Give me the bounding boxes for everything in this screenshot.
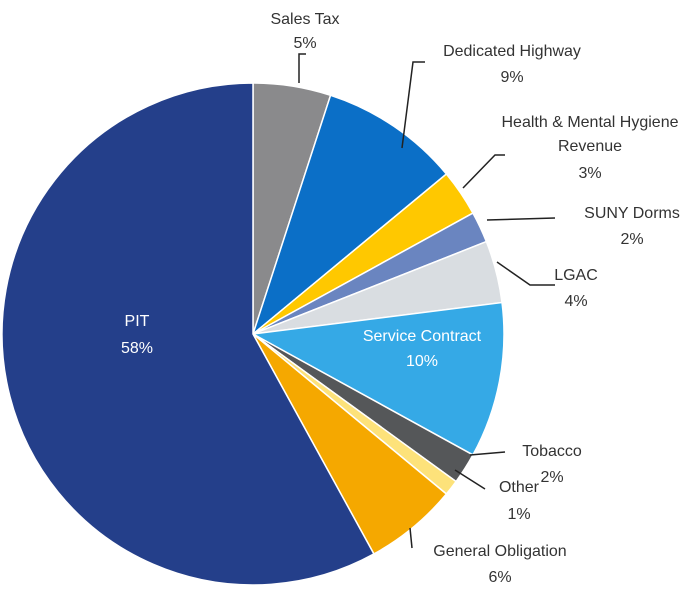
slice-label: LGAC [554,267,598,284]
slice-label: Health & Mental Hygiene Revenue [501,114,679,155]
slice-label: PIT [124,313,150,330]
slice-label: Sales Tax [270,11,340,28]
slice-value-label: 3% [578,165,602,182]
slice-label: Service Contract [362,328,482,345]
leader-line [469,451,506,456]
slice-value-label: 58% [120,340,154,357]
slice-label: Other [498,479,539,496]
slice-value-label: 4% [564,293,588,310]
leader-line [454,469,486,490]
leader-line [298,53,306,83]
leader-line [409,527,413,549]
slice-value-label: 5% [293,35,317,52]
slice-label: Tobacco [522,443,582,460]
pie-slice [251,94,448,337]
slice-value-label: 2% [540,469,564,486]
slice-value-label: 9% [500,69,524,86]
slice-value-label: 2% [620,231,644,248]
leader-line [462,154,505,189]
slice-label: SUNY Dorms [584,205,680,222]
slice-value-label: 6% [488,569,512,586]
pie-slice [250,301,505,456]
leader-line [401,61,425,149]
slice-value-label: 1% [507,506,531,523]
slice-label: General Obligation [433,543,567,560]
slice-value-label: 10% [405,353,439,370]
slice-label: Dedicated Highway [443,43,581,60]
leader-line [486,217,556,221]
leader-line [496,261,555,286]
pie-slice [1,82,375,586]
